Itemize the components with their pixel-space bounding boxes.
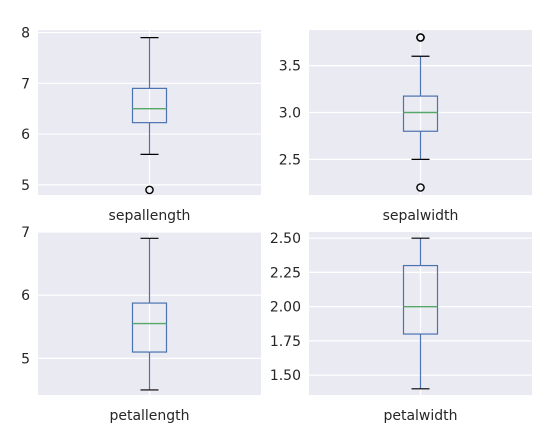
y-tick-label: 2.00 — [270, 300, 301, 316]
panel-sepallength: 5 6 7 8 sepallength — [21, 26, 261, 224]
x-category-label: petallength — [109, 408, 189, 424]
panel-sepalwidth: 2.5 3.0 3.5 sepalwidth — [279, 30, 532, 224]
y-tick-label: 3.5 — [279, 59, 301, 75]
y-tick-label: 2.50 — [270, 231, 301, 247]
y-tick-label: 1.50 — [270, 368, 301, 384]
panel-petalwidth: 1.50 1.75 2.00 2.25 2.50 petalwidth — [270, 231, 532, 424]
y-tick-label: 5 — [21, 178, 30, 194]
y-tick-label: 6 — [21, 288, 30, 304]
y-tick-label: 1.75 — [270, 334, 301, 350]
x-category-label: sepalwidth — [383, 208, 459, 224]
y-tick-label: 3.0 — [279, 106, 301, 122]
y-tick-label: 6 — [21, 127, 30, 143]
y-tick-label: 2.25 — [270, 265, 301, 281]
y-tick-label: 7 — [21, 225, 30, 241]
y-tick-label: 2.5 — [279, 152, 301, 168]
y-tick-label: 7 — [21, 76, 30, 92]
panel-petallength: 5 6 7 petallength — [21, 225, 261, 424]
y-tick-label: 5 — [21, 351, 30, 367]
x-category-label: petalwidth — [383, 408, 457, 424]
y-tick-label: 8 — [21, 26, 30, 42]
x-category-label: sepallength — [109, 208, 191, 224]
